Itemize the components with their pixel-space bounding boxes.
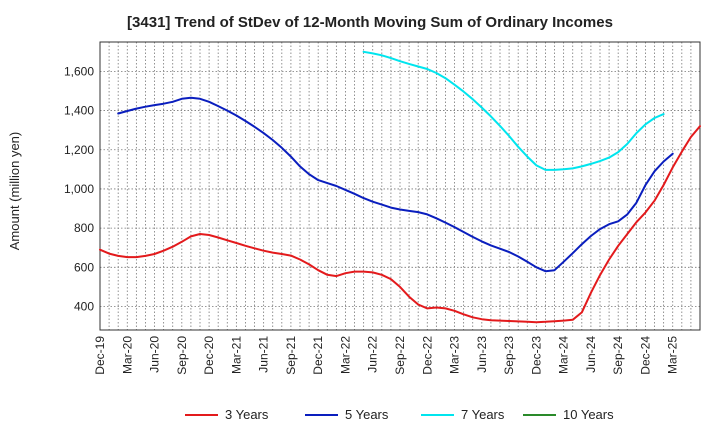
chart-title: [3431] Trend of StDev of 12-Month Moving… (127, 14, 613, 31)
x-tick-label: Sep-22 (393, 336, 407, 375)
x-tick-label: Jun-23 (475, 336, 489, 373)
x-tick-label: Dec-20 (202, 336, 216, 375)
y-tick-label: 400 (74, 299, 94, 313)
y-tick-label: 1,600 (64, 64, 94, 78)
x-tick-label: Sep-24 (611, 336, 625, 375)
x-tick-label: Jun-22 (366, 336, 380, 373)
x-tick-label: Sep-21 (284, 336, 298, 375)
x-tick-label: Mar-25 (666, 336, 680, 374)
x-tick-label: Mar-24 (557, 336, 571, 374)
y-tick-label: 1,400 (64, 104, 94, 118)
legend-label: 7 Years (461, 407, 505, 422)
x-tick-label: Dec-19 (93, 336, 107, 375)
series-line-7-years (362, 50, 665, 171)
legend: 3 Years 5 Years 7 Years 10 Years (185, 407, 614, 422)
x-tick-label: Jun-21 (257, 336, 271, 373)
x-tick-label: Sep-20 (175, 336, 189, 375)
y-tick-label: 600 (74, 260, 94, 274)
plot-border (99, 41, 701, 331)
legend-label: 5 Years (345, 407, 389, 422)
y-tick-label: 1,000 (64, 182, 94, 196)
x-tick-label: Jun-20 (148, 336, 162, 373)
series-line-5-years (117, 96, 674, 273)
x-tick-label: Dec-23 (529, 336, 543, 375)
legend-label: 3 Years (225, 407, 269, 422)
y-axis-label: Amount (million yen) (7, 132, 22, 251)
legend-label: 10 Years (563, 407, 614, 422)
x-tick-label: Dec-22 (420, 336, 434, 375)
series-line-3-years (99, 125, 701, 324)
plot-area: 400 600 800 1,000 1,200 1,400 1,600 Dec-19 Mar-2… (64, 41, 701, 375)
x-tick-label: Dec-24 (638, 336, 652, 375)
x-tick-label: Mar-23 (448, 336, 462, 374)
x-tick-label: Mar-22 (338, 336, 352, 374)
x-tick-label: Sep-23 (502, 336, 516, 375)
x-tick-label: Jun-24 (584, 336, 598, 373)
y-tick-label: 800 (74, 221, 94, 235)
y-tick-label: 1,200 (64, 143, 94, 157)
x-tick-label: Dec-21 (311, 336, 325, 375)
x-tick-label: Mar-21 (229, 336, 243, 374)
x-tick-label: Mar-20 (120, 336, 134, 374)
